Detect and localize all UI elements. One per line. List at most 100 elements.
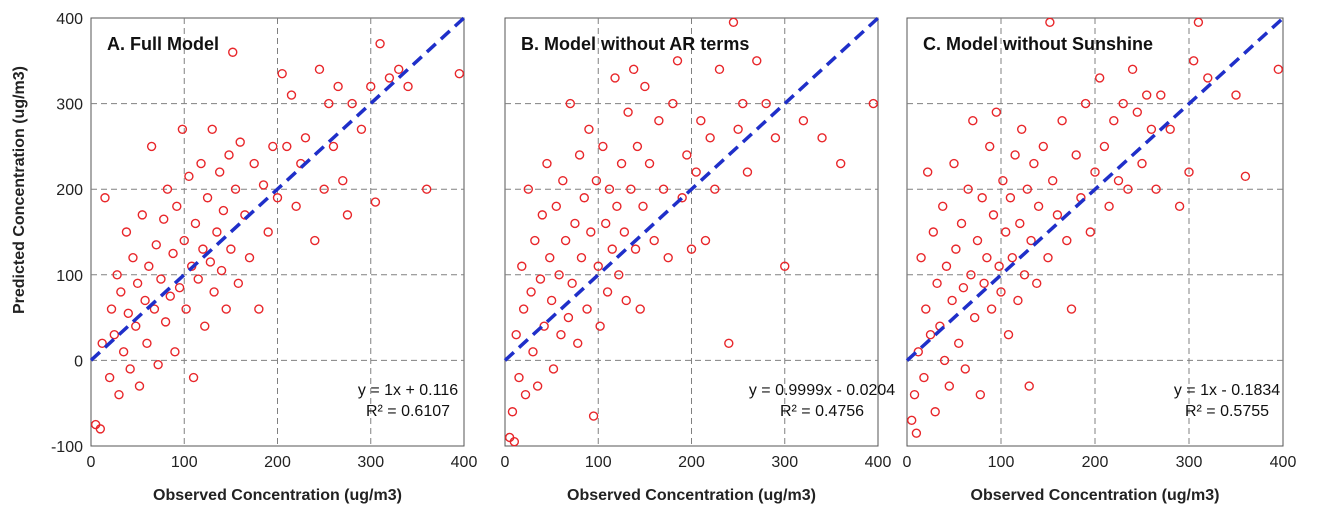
data-point	[179, 235, 189, 246]
data-point	[598, 141, 608, 152]
data-point	[941, 261, 952, 271]
data-point	[780, 261, 790, 271]
data-point	[140, 295, 150, 306]
data-point	[988, 210, 999, 220]
data-point	[982, 252, 992, 263]
data-point	[319, 184, 329, 194]
data-point	[128, 252, 138, 263]
data-point	[1062, 235, 1072, 246]
data-point	[198, 244, 208, 254]
data-point	[1045, 17, 1055, 27]
data-point	[520, 389, 531, 400]
data-point	[1047, 175, 1058, 186]
data-point	[95, 424, 106, 434]
data-point	[998, 175, 1008, 186]
data-point	[268, 141, 278, 152]
data-point	[602, 287, 613, 297]
data-point	[507, 407, 518, 417]
data-point	[1003, 330, 1014, 340]
data-point	[196, 158, 206, 169]
data-point	[162, 184, 173, 194]
data-point	[696, 116, 706, 126]
data-point	[517, 261, 527, 271]
data-point	[975, 389, 986, 400]
data-point	[604, 184, 615, 194]
x-axis-label: Observed Concentration (ug/m3)	[567, 487, 816, 504]
data-point	[214, 167, 225, 177]
data-point	[1193, 17, 1204, 27]
data-point	[668, 98, 678, 109]
data-point	[930, 407, 940, 417]
data-point	[601, 218, 611, 229]
data-point	[579, 193, 589, 203]
data-point	[200, 321, 210, 331]
data-point	[548, 364, 559, 374]
x-tick-label: 300	[1176, 454, 1203, 471]
data-point	[535, 274, 546, 284]
data-point	[172, 201, 182, 212]
data-point	[1146, 124, 1157, 134]
data-point	[710, 184, 720, 194]
data-point	[347, 98, 357, 109]
data-point	[714, 64, 725, 75]
x-tick-label: 400	[865, 454, 892, 471]
data-point	[1094, 73, 1105, 83]
data-point	[817, 133, 827, 143]
data-point	[623, 107, 633, 117]
data-point	[532, 381, 543, 391]
data-point	[454, 68, 465, 79]
data-point	[1127, 64, 1138, 75]
data-point	[228, 47, 238, 57]
x-axis-label: Observed Concentration (ug/m3)	[153, 487, 402, 504]
data-point	[1109, 116, 1119, 126]
data-point	[1118, 98, 1128, 109]
data-point	[947, 295, 957, 306]
panel-title: C. Model without Sunshine	[923, 34, 1153, 54]
data-point	[1032, 278, 1042, 289]
data-point	[151, 240, 161, 250]
data-point	[632, 141, 643, 152]
data-points	[504, 17, 879, 447]
data-point	[928, 227, 939, 237]
data-point	[951, 244, 961, 254]
data-point	[277, 68, 287, 79]
data-point	[738, 98, 748, 109]
data-point	[244, 252, 255, 263]
data-point	[1099, 141, 1110, 152]
data-point	[916, 252, 926, 263]
data-point	[523, 184, 534, 194]
data-point	[968, 116, 978, 126]
data-point	[530, 235, 540, 246]
data-point	[104, 372, 115, 383]
data-point	[985, 141, 995, 152]
data-point	[554, 270, 564, 280]
data-point	[226, 244, 236, 254]
data-point	[724, 338, 734, 348]
data-point	[582, 304, 592, 314]
data-point	[700, 235, 711, 246]
data-point	[324, 98, 334, 109]
data-point	[1043, 252, 1053, 263]
data-point	[686, 244, 697, 254]
data-point	[249, 158, 259, 169]
data-point	[921, 304, 931, 314]
data-point	[570, 218, 580, 229]
data-point	[595, 321, 605, 331]
data-point	[1080, 98, 1091, 109]
r-squared: R² = 0.5755	[1185, 403, 1269, 420]
x-tick-label: 300	[771, 454, 798, 471]
data-point	[728, 17, 739, 27]
data-point	[109, 330, 120, 340]
x-tick-label: 300	[357, 454, 384, 471]
data-point	[991, 107, 1001, 117]
data-point	[911, 428, 922, 438]
data-point	[979, 278, 989, 289]
data-point	[221, 304, 231, 314]
data-point	[1184, 167, 1194, 177]
data-point	[1240, 171, 1251, 182]
data-point	[1029, 158, 1039, 169]
data-point	[663, 252, 673, 263]
data-point	[958, 282, 969, 293]
x-tick-label: 200	[678, 454, 705, 471]
data-point	[1085, 227, 1096, 237]
